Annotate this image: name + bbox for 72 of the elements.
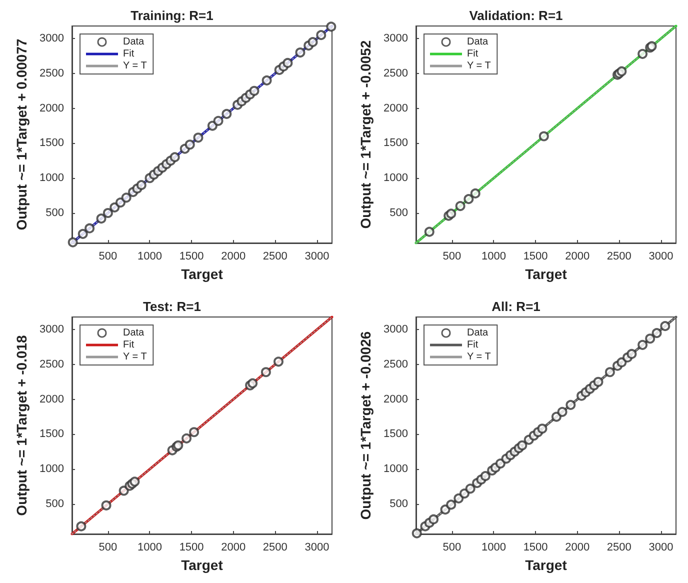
x-axis-title: Target [181,556,224,573]
y-tick-label: 1500 [40,137,64,150]
y-tick-label: 2500 [40,358,64,370]
y-tick-label: 1000 [384,172,408,184]
x-tick-label: 2000 [565,542,590,554]
x-tick-label: 3000 [648,250,674,262]
y-tick-label: 2000 [384,393,408,406]
x-tick-label: 500 [98,250,118,262]
x-tick-label: 2500 [262,542,288,554]
x-tick-label: 500 [442,542,462,554]
y-axis-title: Output ~= 1*Target + -0.0026 [358,331,374,520]
y-tick-label: 1500 [384,428,408,440]
legend-label: Fit [467,48,478,60]
x-tick-label: 500 [442,250,462,262]
y-tick-label: 2000 [40,393,64,406]
y-tick-label: 2000 [384,102,408,114]
x-tick-label: 2000 [221,250,246,262]
legend-label: Fit [123,340,134,350]
y-tick-label: 500 [46,498,64,510]
chart-title: Training: R=1 [130,8,214,23]
x-tick-label: 500 [98,542,118,554]
chart-title: Test: R=1 [143,299,201,314]
y-tick-label: 2500 [384,358,408,370]
x-tick-label: 1000 [138,250,162,262]
x-tick-label: 1500 [523,250,548,262]
y-tick-label: 500 [46,206,64,219]
x-tick-label: 1500 [523,542,548,554]
y-tick-label: 1500 [40,428,64,440]
y-tick-label: 3000 [384,324,408,336]
chart-title: Validation: R=1 [469,8,563,23]
y-axis-title: Output ~= 1*Target + -0.0052 [358,40,374,229]
x-tick-label: 1000 [482,542,506,554]
x-tick-label: 3000 [304,250,330,262]
x-axis-title: Target [525,556,568,573]
x-tick-label: 1500 [179,250,204,262]
x-tick-label: 3000 [648,542,674,554]
y-tick-label: 1500 [384,137,408,150]
x-tick-label: 2000 [221,542,246,554]
y-tick-label: 1000 [40,172,64,184]
chart-title: All: R=1 [492,299,540,314]
y-tick-label: 500 [390,498,408,510]
legend-label: Data [123,36,145,48]
x-axis-title: Target [525,266,568,282]
legend-label: Y = T [123,352,147,362]
y-tick-label: 3000 [40,32,64,45]
y-axis-title: Output ~= 1*Target + -0.018 [14,334,30,516]
legend-label: Data [467,328,489,338]
legend-label: Data [123,328,145,338]
y-tick-label: 2000 [40,102,64,114]
x-tick-label: 2000 [565,250,590,262]
x-tick-label: 1500 [179,542,204,554]
y-tick-label: 1000 [40,463,64,476]
y-tick-label: 2500 [384,67,408,80]
x-tick-label: 2500 [262,250,288,262]
legend-label: Y = T [123,60,147,72]
legend-label: Fit [123,48,134,60]
y-tick-label: 3000 [40,324,64,336]
legend-label: Y = T [467,60,491,72]
y-tick-label: 1000 [384,463,408,476]
x-tick-label: 1000 [482,250,506,262]
legend-label: Fit [467,340,478,350]
y-tick-label: 500 [390,206,408,219]
legend-label: Data [467,36,489,48]
legend-label: Y = T [467,352,491,362]
x-tick-label: 2500 [606,250,632,262]
y-axis-title: Output ~= 1*Target + 0.00077 [14,38,30,230]
x-tick-label: 2500 [606,542,632,554]
x-tick-label: 3000 [304,542,330,554]
x-axis-title: Target [181,266,224,282]
x-tick-label: 1000 [138,542,162,554]
y-tick-label: 3000 [384,32,408,45]
y-tick-label: 2500 [40,67,64,80]
